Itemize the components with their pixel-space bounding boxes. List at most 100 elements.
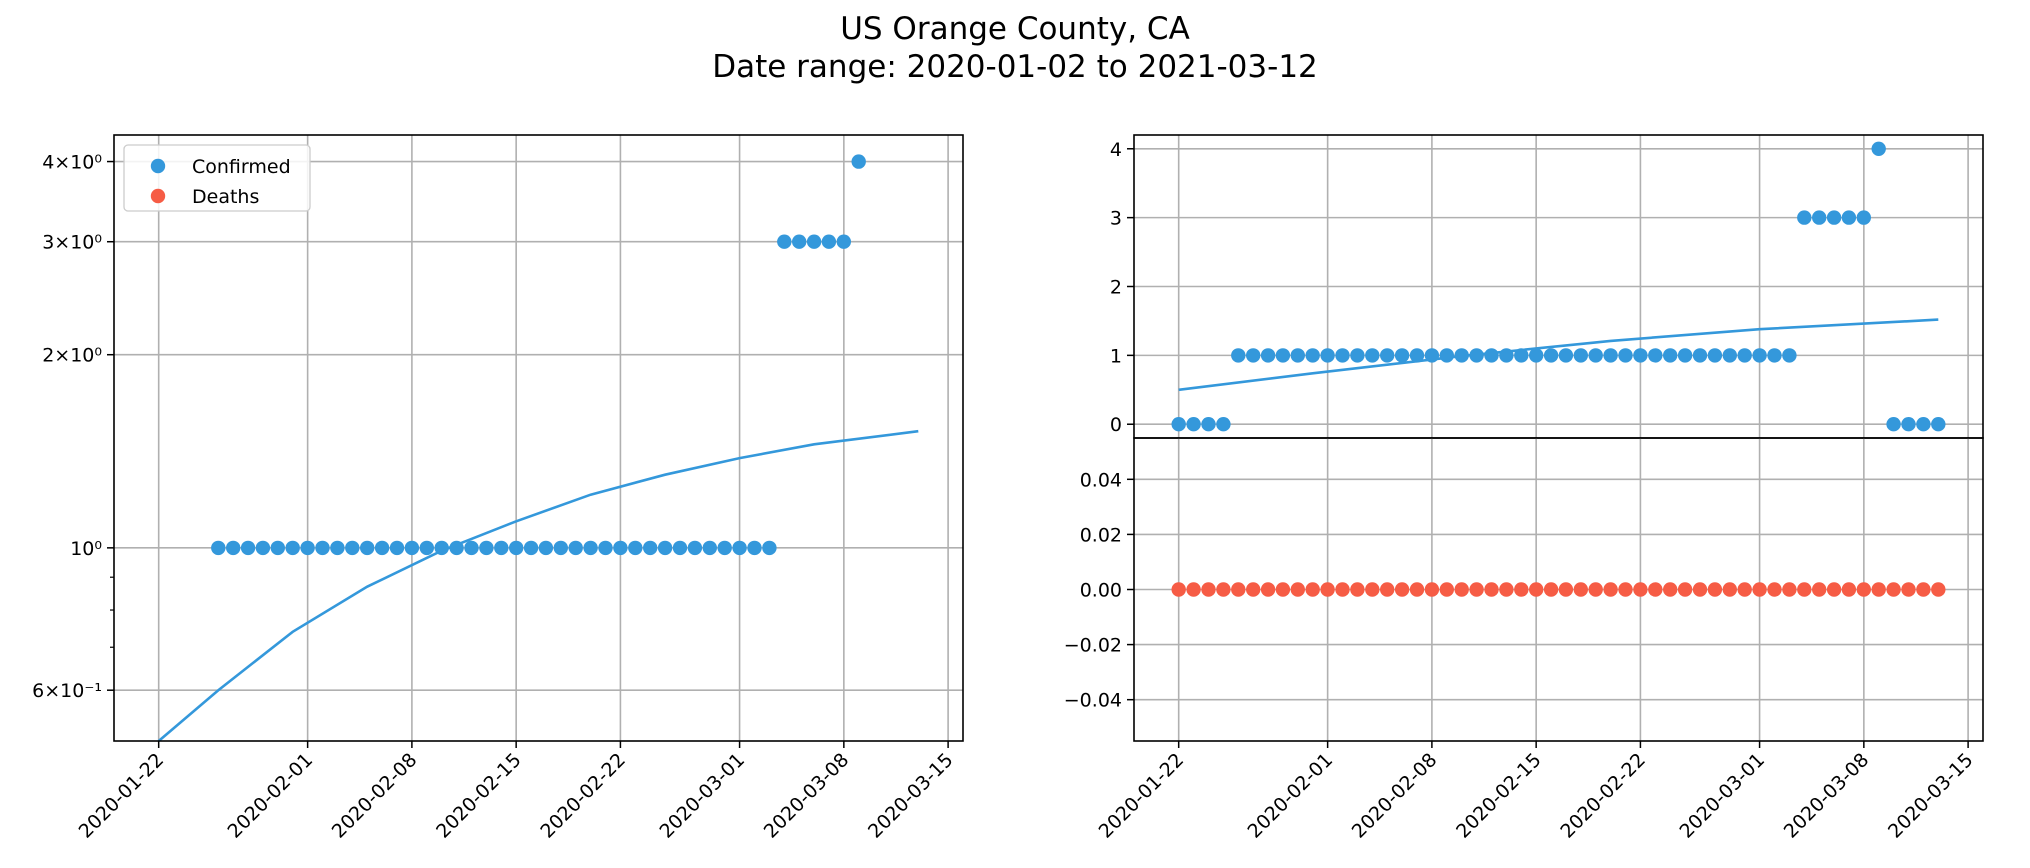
legend-label: Confirmed: [192, 156, 291, 178]
confirmed-point: [509, 540, 524, 556]
y-tick-label: 4×10⁰: [42, 152, 102, 174]
confirmed-point: [479, 540, 494, 556]
confirmed-point: [1335, 348, 1350, 363]
figure-title: US Orange County, CA: [840, 11, 1190, 47]
deaths-point: [1186, 582, 1201, 597]
confirmed-point: [1365, 348, 1380, 363]
deaths-point: [1469, 582, 1484, 597]
confirmed-point: [1663, 348, 1678, 363]
confirmed-point: [672, 540, 688, 556]
confirmed-point: [1305, 348, 1320, 363]
confirmed-point: [598, 540, 613, 556]
deaths-point: [1707, 582, 1723, 597]
x-tick-label: 2020-02-01: [224, 749, 318, 843]
confirmed-point: [1677, 348, 1693, 363]
deaths-point: [1484, 582, 1499, 597]
y-tick-label: 3×10⁰: [42, 232, 102, 254]
deaths-point: [1901, 582, 1916, 597]
y-tick-label: −0.02: [1064, 635, 1122, 657]
deaths-point: [1618, 582, 1633, 597]
figure-subtitle: Date range: 2020-01-02 to 2021-03-12: [712, 49, 1318, 85]
confirmed-point: [1841, 210, 1857, 225]
confirmed-point: [360, 540, 375, 556]
confirmed-point: [1692, 348, 1708, 363]
confirmed-point: [315, 540, 330, 556]
y-tick-label: 0: [1110, 414, 1122, 436]
y-tick-label: 0.04: [1080, 469, 1122, 491]
confirmed-point: [1275, 348, 1291, 363]
x-tick-label: 2020-03-08: [1780, 749, 1874, 843]
confirmed-point: [553, 540, 568, 556]
axes-frame: [113, 134, 964, 742]
confirmed-point: [255, 540, 271, 556]
deaths-point: [1424, 582, 1440, 597]
confirmed-point: [345, 540, 360, 556]
confirmed-point: [821, 234, 837, 249]
legend-label: Deaths: [192, 186, 259, 208]
confirmed-point: [494, 540, 509, 556]
axes-frame: [1133, 437, 1984, 742]
x-tick-label: 2020-02-15: [432, 749, 526, 843]
deaths-point: [1871, 582, 1886, 597]
deaths-point: [1275, 582, 1291, 597]
confirmed-point: [1737, 348, 1752, 363]
confirmed-point: [1514, 348, 1529, 363]
confirmed-point: [628, 540, 643, 556]
legend-marker: [150, 188, 166, 204]
confirmed-point: [374, 540, 390, 556]
deaths-point: [1603, 582, 1618, 597]
deaths-point: [1812, 582, 1827, 597]
deaths-point: [1454, 582, 1469, 597]
confirmed-point: [1886, 417, 1901, 432]
deaths-point: [1350, 582, 1365, 597]
deaths-point: [1246, 582, 1261, 597]
confirmed-point: [226, 540, 241, 556]
confirmed-point: [1618, 348, 1633, 363]
confirmed-point: [1260, 348, 1276, 363]
x-tick-label: 2020-02-08: [1348, 749, 1442, 843]
confirmed-point: [806, 234, 822, 249]
deaths-point: [1529, 582, 1544, 597]
x-tick-label: 2020-02-22: [1556, 749, 1650, 843]
confirmed-point: [1246, 348, 1261, 363]
legend-marker: [150, 158, 166, 174]
deaths-point: [1826, 582, 1842, 597]
confirmed-point: [836, 234, 851, 249]
confirmed-point: [1588, 348, 1603, 363]
confirmed-point: [1558, 348, 1574, 363]
confirmed-point: [851, 154, 866, 169]
deaths-point: [1767, 582, 1782, 597]
y-tick-label: 2×10⁰: [42, 345, 102, 367]
x-tick-label: 2020-03-08: [760, 749, 854, 843]
confirmed-point: [1380, 348, 1395, 363]
deaths-point: [1201, 582, 1216, 597]
confirmed-point: [1648, 348, 1663, 363]
deaths-point: [1573, 582, 1589, 597]
deaths-point: [1439, 582, 1455, 597]
deaths-point: [1856, 582, 1872, 597]
confirmed-point: [404, 540, 420, 556]
confirmed-point: [1856, 210, 1872, 225]
confirmed-point: [1916, 417, 1931, 432]
x-tick-label: 2020-03-15: [1884, 749, 1978, 843]
confirmed-point: [270, 540, 285, 556]
deaths-point: [1782, 582, 1797, 597]
y-tick-label: 6×10⁻¹: [32, 680, 102, 702]
deaths-point: [1797, 582, 1812, 597]
deaths-point: [1886, 582, 1901, 597]
y-tick-label: 1: [1110, 345, 1122, 367]
deaths-point: [1648, 582, 1663, 597]
confirmed-point: [1231, 348, 1246, 363]
confirmed-point: [464, 540, 479, 556]
confirmed-point: [687, 540, 703, 556]
confirmed-point: [1812, 210, 1827, 225]
confirmed-point: [583, 540, 598, 556]
deaths-point: [1752, 582, 1767, 597]
y-tick-label: 0.02: [1080, 524, 1122, 546]
confirmed-point: [1216, 417, 1231, 432]
deaths-point: [1737, 582, 1752, 597]
confirmed-point: [1290, 348, 1306, 363]
confirmed-point: [1439, 348, 1455, 363]
y-tick-label: −0.04: [1064, 690, 1122, 712]
